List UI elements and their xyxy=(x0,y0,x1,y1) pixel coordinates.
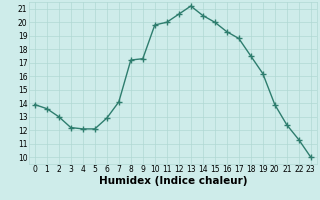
X-axis label: Humidex (Indice chaleur): Humidex (Indice chaleur) xyxy=(99,176,247,186)
